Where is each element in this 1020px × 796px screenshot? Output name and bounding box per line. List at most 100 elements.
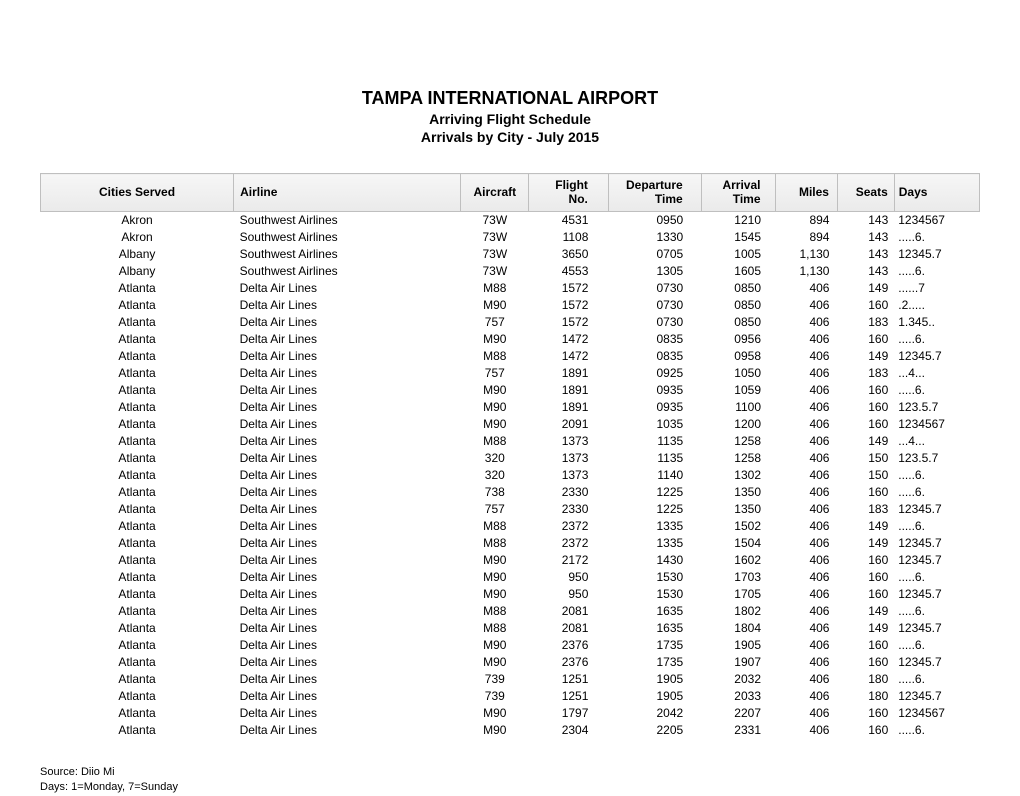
table-cell: 406 (775, 484, 837, 501)
table-cell: 1905 (608, 688, 701, 705)
table-cell: Delta Air Lines (234, 314, 461, 331)
table-cell: 1373 (529, 467, 609, 484)
table-cell: 123.5.7 (894, 450, 979, 467)
table-cell: 2042 (608, 705, 701, 722)
table-cell: 149 (837, 433, 894, 450)
table-cell: 0935 (608, 399, 701, 416)
table-cell: .....6. (894, 263, 979, 280)
table-cell: 160 (837, 331, 894, 348)
table-cell: 1502 (701, 518, 775, 535)
table-cell: 12345.7 (894, 586, 979, 603)
table-cell: 320 (461, 467, 529, 484)
table-cell: 1705 (701, 586, 775, 603)
table-cell: 73W (461, 246, 529, 263)
table-row: AkronSouthwest Airlines73W45310950121089… (41, 211, 980, 229)
table-cell: 1907 (701, 654, 775, 671)
table-cell: Atlanta (41, 535, 234, 552)
table-cell: 757 (461, 501, 529, 518)
table-cell: 0925 (608, 365, 701, 382)
table-cell: 1.345.. (894, 314, 979, 331)
table-cell: 2331 (701, 722, 775, 739)
table-cell: 160 (837, 586, 894, 603)
table-cell: 2304 (529, 722, 609, 739)
date-range: Arrivals by City - July 2015 (40, 129, 980, 145)
table-cell: 406 (775, 654, 837, 671)
table-cell: 950 (529, 569, 609, 586)
table-cell: 1735 (608, 654, 701, 671)
table-cell: 894 (775, 229, 837, 246)
table-cell: Delta Air Lines (234, 688, 461, 705)
table-cell: M88 (461, 535, 529, 552)
table-cell: Atlanta (41, 416, 234, 433)
footer-source: Source: Diio Mi (40, 765, 980, 780)
table-cell: 0730 (608, 314, 701, 331)
table-cell: 160 (837, 654, 894, 671)
table-cell: 406 (775, 416, 837, 433)
table-cell: Delta Air Lines (234, 586, 461, 603)
table-cell: 2172 (529, 552, 609, 569)
table-cell: 0705 (608, 246, 701, 263)
table-cell: 406 (775, 280, 837, 297)
table-cell: Delta Air Lines (234, 501, 461, 518)
table-cell: Akron (41, 211, 234, 229)
table-cell: 1891 (529, 365, 609, 382)
table-cell: 406 (775, 637, 837, 654)
table-cell: Atlanta (41, 569, 234, 586)
table-cell: 12345.7 (894, 620, 979, 637)
table-cell: 1602 (701, 552, 775, 569)
table-cell: 406 (775, 399, 837, 416)
table-cell: 1530 (608, 569, 701, 586)
table-cell: 894 (775, 211, 837, 229)
table-cell: 183 (837, 314, 894, 331)
table-cell: Atlanta (41, 654, 234, 671)
table-cell: Albany (41, 246, 234, 263)
table-cell: Delta Air Lines (234, 331, 461, 348)
table-cell: 160 (837, 569, 894, 586)
table-row: AtlantaDelta Air LinesM90950153017034061… (41, 569, 980, 586)
table-cell: 150 (837, 450, 894, 467)
table-cell: 406 (775, 348, 837, 365)
table-cell: 12345.7 (894, 348, 979, 365)
column-days: Days (894, 174, 979, 212)
table-cell: 1059 (701, 382, 775, 399)
table-row: AtlantaDelta Air Lines739125119052032406… (41, 671, 980, 688)
table-cell: 150 (837, 467, 894, 484)
table-cell: 1373 (529, 433, 609, 450)
table-cell: Delta Air Lines (234, 569, 461, 586)
table-cell: Delta Air Lines (234, 620, 461, 637)
table-cell: .....6. (894, 331, 979, 348)
table-cell: .....6. (894, 229, 979, 246)
table-row: AtlantaDelta Air Lines757189109251050406… (41, 365, 980, 382)
table-cell: 180 (837, 671, 894, 688)
table-cell: Atlanta (41, 671, 234, 688)
table-cell: M90 (461, 586, 529, 603)
table-cell: Atlanta (41, 348, 234, 365)
table-cell: .....6. (894, 722, 979, 739)
table-row: AtlantaDelta Air LinesM90147208350956406… (41, 331, 980, 348)
table-row: AtlantaDelta Air LinesM90217214301602406… (41, 552, 980, 569)
table-cell: M90 (461, 654, 529, 671)
table-cell: 406 (775, 535, 837, 552)
table-cell: 1234567 (894, 211, 979, 229)
table-cell: Atlanta (41, 620, 234, 637)
table-cell: 2330 (529, 501, 609, 518)
table-cell: 149 (837, 603, 894, 620)
table-cell: 183 (837, 365, 894, 382)
table-row: AtlantaDelta Air Lines320137311351258406… (41, 450, 980, 467)
table-cell: 143 (837, 229, 894, 246)
table-cell: 757 (461, 314, 529, 331)
table-cell: .....6. (894, 484, 979, 501)
table-cell: 1472 (529, 331, 609, 348)
table-cell: 406 (775, 365, 837, 382)
table-cell: 1605 (701, 263, 775, 280)
table-cell: 739 (461, 688, 529, 705)
table-cell: 1703 (701, 569, 775, 586)
table-cell: M90 (461, 382, 529, 399)
table-row: AtlantaDelta Air LinesM90237617351907406… (41, 654, 980, 671)
table-cell: 143 (837, 263, 894, 280)
table-row: AtlantaDelta Air Lines757157207300850406… (41, 314, 980, 331)
table-cell: 739 (461, 671, 529, 688)
column-departure-time: DepartureTime (608, 174, 701, 212)
table-row: AtlantaDelta Air LinesM88237213351502406… (41, 518, 980, 535)
table-cell: 4531 (529, 211, 609, 229)
